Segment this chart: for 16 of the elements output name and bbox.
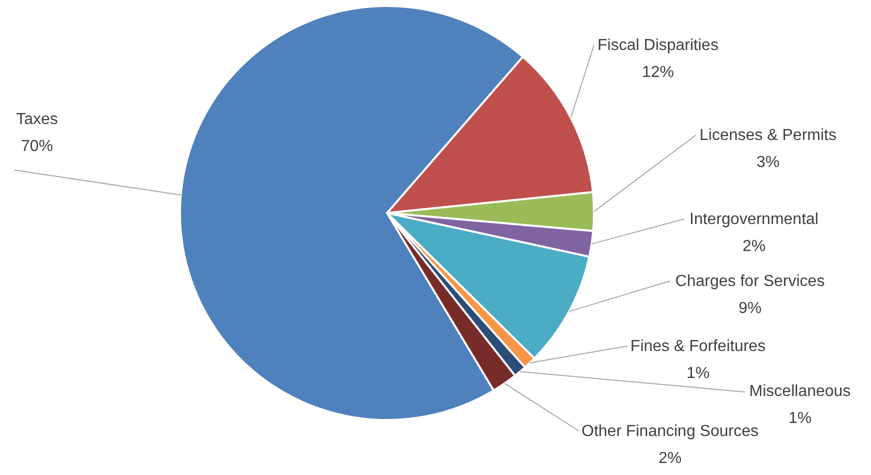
data-label: 1% xyxy=(686,365,710,382)
data-label: 1% xyxy=(788,410,812,427)
slice-label: Other Financing Sources xyxy=(582,423,758,440)
slice-label: Charges for Services xyxy=(675,273,825,290)
data-label: 3% xyxy=(756,154,780,171)
data-label: 2% xyxy=(742,238,766,255)
slice-label: Fines & Forfeitures xyxy=(630,338,766,355)
slice-label: Licenses & Permits xyxy=(700,127,836,144)
data-label: 9% xyxy=(738,300,762,317)
data-label: 2% xyxy=(658,450,682,467)
slice-label: Fiscal Disparities xyxy=(598,37,718,54)
slice-label: Intergovernmental xyxy=(690,211,818,228)
slice-label: Taxes xyxy=(16,111,58,128)
data-label: 12% xyxy=(642,64,674,81)
data-label: 70% xyxy=(20,138,54,155)
slice-label: Miscellaneous xyxy=(749,383,851,400)
